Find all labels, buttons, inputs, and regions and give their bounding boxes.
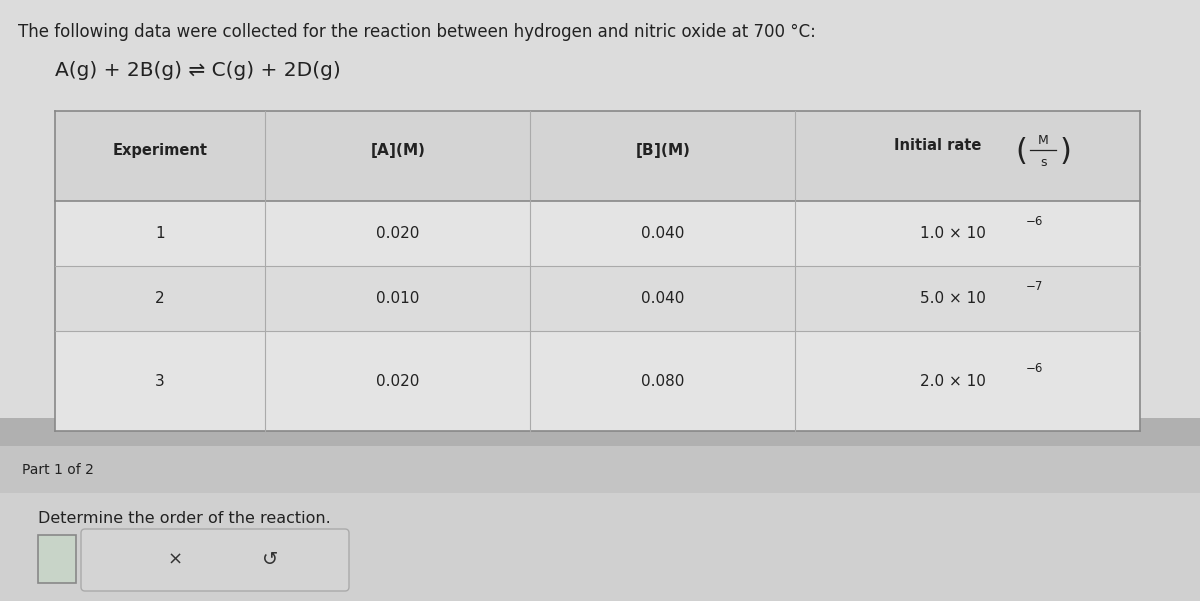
Text: $\mathbf{[B](M)}$: $\mathbf{[B](M)}$	[635, 141, 690, 160]
Bar	[55, 331, 1140, 431]
Text: ↺: ↺	[262, 551, 278, 570]
Text: Part 1 of 2: Part 1 of 2	[22, 463, 94, 477]
Text: 0.020: 0.020	[376, 373, 419, 388]
Bar	[55, 266, 1140, 331]
Text: (: (	[1015, 136, 1027, 165]
Bar	[0, 493, 1200, 601]
Text: 0.040: 0.040	[641, 226, 684, 241]
Text: A(g) + 2B(g) ⇌ C(g) + 2D(g): A(g) + 2B(g) ⇌ C(g) + 2D(g)	[55, 61, 341, 80]
Bar	[0, 418, 1200, 446]
Text: 5.0 × 10: 5.0 × 10	[919, 291, 985, 306]
Text: −6: −6	[1026, 215, 1043, 228]
Text: 0.010: 0.010	[376, 291, 419, 306]
Text: 0.020: 0.020	[376, 226, 419, 241]
FancyBboxPatch shape	[82, 529, 349, 591]
Text: Determine the order of the reaction.: Determine the order of the reaction.	[38, 511, 331, 526]
Text: −7: −7	[1026, 280, 1043, 293]
Bar	[38, 535, 76, 583]
Text: 3: 3	[155, 373, 164, 388]
Text: Experiment: Experiment	[113, 144, 208, 159]
Bar	[0, 0, 1200, 421]
Text: ×: ×	[168, 551, 182, 569]
Text: s: s	[1040, 156, 1046, 169]
Bar	[0, 446, 1200, 493]
Bar	[55, 111, 1140, 431]
Bar	[55, 201, 1140, 266]
Text: 0.080: 0.080	[641, 373, 684, 388]
Text: 2.0 × 10: 2.0 × 10	[919, 373, 985, 388]
Text: 0.040: 0.040	[641, 291, 684, 306]
Text: M: M	[1038, 133, 1049, 147]
Text: Initial rate: Initial rate	[894, 138, 982, 153]
Text: ): )	[1060, 136, 1072, 165]
Text: 2: 2	[155, 291, 164, 306]
Text: −6: −6	[1026, 362, 1043, 376]
Text: $\mathbf{[A](M)}$: $\mathbf{[A](M)}$	[370, 141, 425, 160]
Text: 1.0 × 10: 1.0 × 10	[919, 226, 985, 241]
Text: 1: 1	[155, 226, 164, 241]
Text: The following data were collected for the reaction between hydrogen and nitric o: The following data were collected for th…	[18, 23, 816, 41]
Bar	[55, 111, 1140, 201]
